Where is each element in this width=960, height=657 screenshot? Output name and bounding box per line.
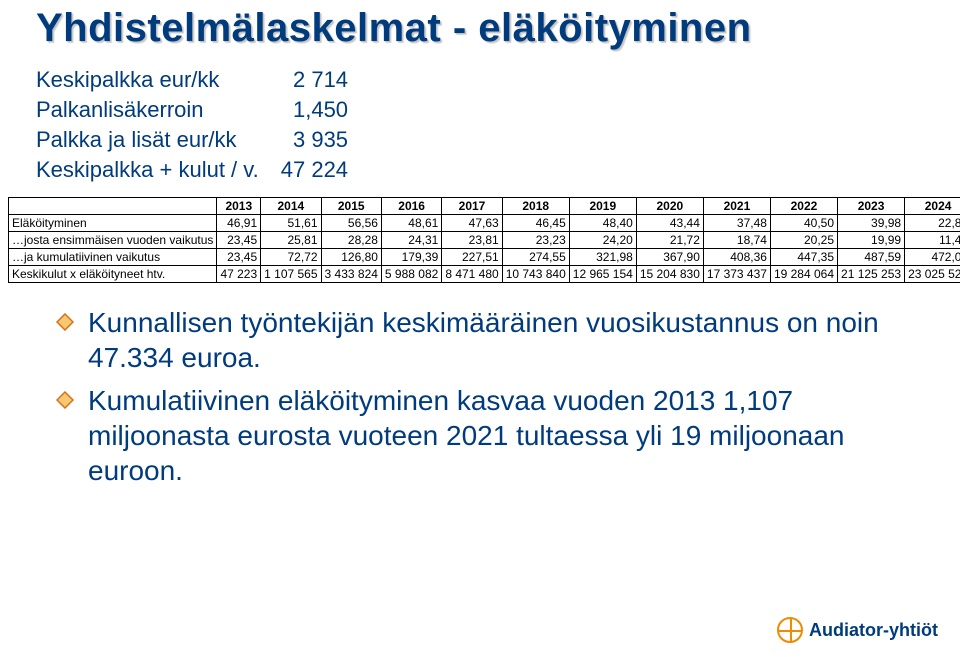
- table-cell: 3 433 824: [321, 266, 381, 283]
- table-cell: 20,25: [770, 232, 837, 249]
- footer-logo: Audiator-yhtiöt: [777, 617, 938, 643]
- table-row-label: Keskikulut x eläköityneet htv.: [9, 266, 217, 283]
- table-cell: 274,55: [502, 249, 569, 266]
- table-header-year: 2021: [703, 198, 770, 215]
- table-header-year: 2018: [502, 198, 569, 215]
- table-cell: 48,61: [381, 215, 441, 232]
- table-cell: 10 743 840: [502, 266, 569, 283]
- table-header-year: 2013: [217, 198, 261, 215]
- table-cell: 19 284 064: [770, 266, 837, 283]
- table-header-year: 2020: [636, 198, 703, 215]
- table-cell: 21,72: [636, 232, 703, 249]
- bullet-item: Kumulatiivinen eläköityminen kasvaa vuod…: [56, 383, 906, 488]
- summary-value: 1,450: [281, 95, 348, 125]
- table-cell: 24,20: [569, 232, 636, 249]
- table-cell: 472,08: [905, 249, 960, 266]
- table-cell: 23,81: [442, 232, 502, 249]
- data-table: 2013201420152016201720182019202020212022…: [8, 197, 960, 283]
- table-header-year: 2015: [321, 198, 381, 215]
- summary-value: 2 714: [281, 65, 348, 95]
- table-header-year: 2014: [261, 198, 321, 215]
- table-row-label: …ja kumulatiivinen vaikutus: [9, 249, 217, 266]
- summary-value: 3 935: [281, 125, 348, 155]
- table-header-year: 2022: [770, 198, 837, 215]
- bullet-item: Kunnallisen työntekijän keskimääräinen v…: [56, 305, 906, 375]
- bullet-list: Kunnallisen työntekijän keskimääräinen v…: [56, 305, 906, 488]
- table-cell: 12 965 154: [569, 266, 636, 283]
- diamond-icon: [56, 391, 74, 409]
- table-cell: 1 107 565: [261, 266, 321, 283]
- table-cell: 321,98: [569, 249, 636, 266]
- table-cell: 48,40: [569, 215, 636, 232]
- table-cell: 8 471 480: [442, 266, 502, 283]
- table-cell: 40,50: [770, 215, 837, 232]
- table-cell: 23,23: [502, 232, 569, 249]
- summary-label: Keskipalkka eur/kk: [36, 65, 281, 95]
- table-cell: 37,48: [703, 215, 770, 232]
- table-row: …josta ensimmäisen vuoden vaikutus23,452…: [9, 232, 960, 249]
- table-row: Eläköityminen46,9151,6156,5648,6147,6346…: [9, 215, 960, 232]
- globe-icon: [777, 617, 803, 643]
- data-table-body: Eläköityminen46,9151,6156,5648,6147,6346…: [9, 215, 960, 283]
- table-row: …ja kumulatiivinen vaikutus23,4572,72126…: [9, 249, 960, 266]
- table-cell: 18,74: [703, 232, 770, 249]
- table-cell: 46,45: [502, 215, 569, 232]
- logo-text: Audiator-yhtiöt: [809, 620, 938, 641]
- table-cell: 11,40: [905, 232, 960, 249]
- table-cell: 43,44: [636, 215, 703, 232]
- summary-row: Palkka ja lisät eur/kk3 935: [36, 125, 348, 155]
- table-cell: 367,90: [636, 249, 703, 266]
- table-cell: 28,28: [321, 232, 381, 249]
- table-cell: 17 373 437: [703, 266, 770, 283]
- table-cell: 15 204 830: [636, 266, 703, 283]
- table-cell: 23,45: [217, 232, 261, 249]
- table-cell: 25,81: [261, 232, 321, 249]
- table-cell: 47 223: [217, 266, 261, 283]
- summary-row: Keskipalkka eur/kk2 714: [36, 65, 348, 95]
- table-cell: 56,56: [321, 215, 381, 232]
- table-cell: 39,98: [838, 215, 905, 232]
- table-cell: 126,80: [321, 249, 381, 266]
- data-table-header-row: 2013201420152016201720182019202020212022…: [9, 198, 960, 215]
- diamond-icon: [56, 313, 74, 331]
- table-cell: 47,63: [442, 215, 502, 232]
- table-row: Keskikulut x eläköityneet htv.47 2231 10…: [9, 266, 960, 283]
- table-cell: 72,72: [261, 249, 321, 266]
- table-cell: 447,35: [770, 249, 837, 266]
- table-header-year: 2024: [905, 198, 960, 215]
- table-header-blank: [9, 198, 217, 215]
- summary-label: Palkanlisäkerroin: [36, 95, 281, 125]
- summary-row: Palkanlisäkerroin1,450: [36, 95, 348, 125]
- table-cell: 24,31: [381, 232, 441, 249]
- table-row-label: …josta ensimmäisen vuoden vaikutus: [9, 232, 217, 249]
- table-cell: 408,36: [703, 249, 770, 266]
- table-cell: 5 988 082: [381, 266, 441, 283]
- summary-value: 47 224: [281, 155, 348, 185]
- summary-label: Keskipalkka + kulut / v.: [36, 155, 281, 185]
- table-cell: 19,99: [838, 232, 905, 249]
- table-cell: 21 125 253: [838, 266, 905, 283]
- table-cell: 487,59: [838, 249, 905, 266]
- table-cell: 23,45: [217, 249, 261, 266]
- table-cell: 46,91: [217, 215, 261, 232]
- table-cell: 51,61: [261, 215, 321, 232]
- table-cell: 227,51: [442, 249, 502, 266]
- table-header-year: 2017: [442, 198, 502, 215]
- summary-row: Keskipalkka + kulut / v.47 224: [36, 155, 348, 185]
- table-row-label: Eläköityminen: [9, 215, 217, 232]
- table-header-year: 2023: [838, 198, 905, 215]
- summary-label: Palkka ja lisät eur/kk: [36, 125, 281, 155]
- table-cell: 22,80: [905, 215, 960, 232]
- table-header-year: 2016: [381, 198, 441, 215]
- table-cell: 23 025 528: [905, 266, 960, 283]
- bullet-text: Kumulatiivinen eläköityminen kasvaa vuod…: [88, 383, 906, 488]
- slide-title: Yhdistelmälaskelmat - eläköityminen: [0, 0, 960, 51]
- table-header-year: 2019: [569, 198, 636, 215]
- table-cell: 179,39: [381, 249, 441, 266]
- bullet-text: Kunnallisen työntekijän keskimääräinen v…: [88, 305, 906, 375]
- summary-table: Keskipalkka eur/kk2 714Palkanlisäkerroin…: [36, 65, 348, 185]
